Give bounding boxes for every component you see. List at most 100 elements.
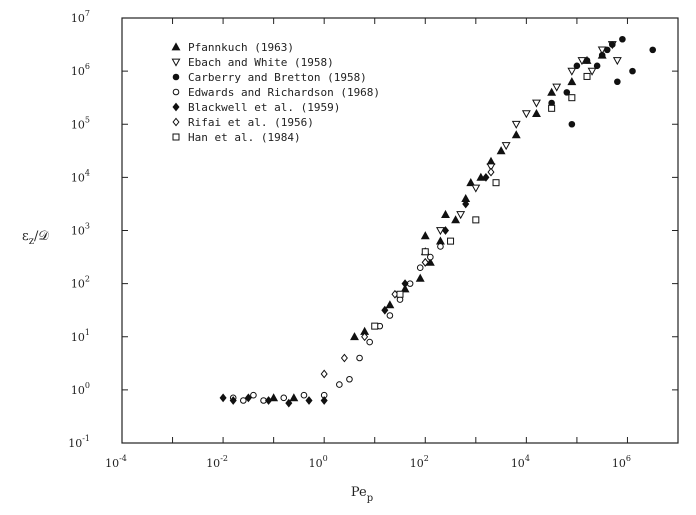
data-point: [361, 332, 369, 342]
data-point: [476, 172, 486, 181]
y-axis: 10-1 100 101 102 103 104 105 106 107: [68, 9, 678, 450]
y-tick-label: 106: [71, 62, 90, 78]
data-point: [244, 393, 252, 403]
legend-label: Han et al. (1984): [188, 131, 301, 144]
data-point: [320, 369, 328, 379]
data-point: [614, 78, 621, 86]
data-point: [466, 178, 476, 187]
data-point: [305, 396, 313, 405]
data-point: [340, 353, 348, 363]
y-tick-label: 107: [71, 9, 90, 25]
data-point: [400, 284, 410, 293]
data-point: [492, 179, 500, 187]
data-point: [269, 393, 279, 402]
data-point: [416, 264, 424, 271]
data-point: [240, 397, 247, 404]
data-point: [451, 215, 461, 224]
data-point: [385, 300, 395, 309]
data-point: [425, 257, 435, 266]
legend-label: Ebach and White (1958): [188, 56, 334, 69]
data-point: [612, 57, 622, 66]
y-axis-title: εz/𝒟: [22, 229, 49, 247]
x-tick-label: 100: [309, 454, 328, 470]
data-point: [619, 35, 626, 43]
data-point: [583, 72, 591, 80]
series-3: [229, 243, 444, 404]
x-tick-label: 106: [612, 454, 631, 470]
data-point: [415, 273, 425, 282]
x-axis: 10-4 10-2 100 102 104 106: [105, 18, 679, 470]
data-point: [229, 396, 237, 405]
data-point: [587, 67, 597, 76]
data-point: [462, 199, 470, 209]
data-point: [486, 163, 496, 172]
data-point: [548, 104, 556, 112]
series-4: [219, 172, 490, 408]
legend-marker: [172, 102, 180, 112]
data-point: [547, 87, 557, 96]
data-point: [356, 354, 363, 362]
data-point: [441, 226, 450, 235]
y-tick-label: 101: [71, 328, 90, 344]
data-point: [501, 142, 511, 151]
data-point: [396, 290, 404, 298]
legend-label: Rifai et al. (1956): [188, 116, 314, 129]
data-point: [456, 211, 466, 220]
data-point: [421, 248, 429, 256]
data-point: [487, 167, 495, 177]
data-point: [486, 156, 496, 165]
data-point: [532, 108, 541, 118]
legend-marker: [171, 42, 181, 51]
data-point: [532, 99, 541, 108]
legend-marker: [171, 58, 181, 67]
data-point: [471, 184, 481, 193]
legend-label: Pfannkuch (1963): [188, 41, 294, 54]
data-point: [649, 46, 657, 54]
data-point: [320, 396, 328, 405]
data-point: [265, 396, 273, 405]
data-point: [427, 253, 434, 261]
data-point: [598, 51, 606, 59]
data-point: [280, 394, 288, 402]
x-tick-label: 102: [410, 454, 429, 470]
data-point: [336, 381, 343, 388]
legend-marker: [172, 117, 180, 127]
data-point: [437, 243, 444, 250]
data-point: [381, 305, 389, 315]
data-point: [567, 67, 577, 76]
series-6: [371, 72, 591, 330]
data-point: [567, 77, 577, 86]
legend-marker: [172, 73, 180, 81]
data-point: [568, 120, 576, 128]
legend-label: Carberry and Bretton (1958): [188, 71, 367, 84]
legend-label: Blackwell et al. (1959): [188, 101, 340, 114]
x-tick-label: 10-4: [105, 454, 127, 470]
x-tick-label: 104: [511, 454, 530, 470]
data-point: [346, 375, 353, 383]
y-tick-label: 102: [71, 275, 90, 291]
y-tick-label: 104: [71, 168, 90, 184]
data-point: [629, 67, 636, 75]
data-point: [583, 57, 591, 64]
data-point: [521, 110, 531, 119]
legend-label: Edwards and Richardson (1968): [188, 86, 380, 99]
y-tick-label: 105: [71, 115, 90, 131]
data-point: [447, 237, 455, 245]
data-point: [285, 398, 293, 408]
data-point: [421, 257, 429, 267]
legend-marker: [172, 88, 180, 96]
data-point: [593, 62, 601, 70]
data-point: [250, 391, 257, 399]
data-point: [496, 146, 506, 155]
data-point: [401, 279, 409, 289]
data-point: [568, 94, 576, 102]
data-point: [435, 236, 445, 245]
y-tick-label: 100: [71, 381, 90, 397]
y-tick-label: 103: [71, 222, 90, 238]
data-point: [371, 322, 379, 330]
x-axis-title: Pep: [351, 485, 373, 504]
data-point: [219, 393, 227, 403]
data-point: [563, 89, 571, 96]
data-point: [511, 120, 521, 129]
